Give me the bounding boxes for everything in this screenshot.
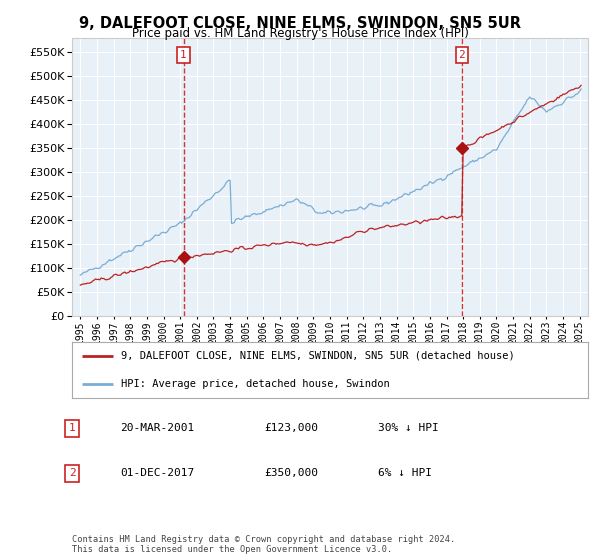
- Text: 2: 2: [68, 468, 76, 478]
- Text: 1: 1: [68, 423, 76, 433]
- Text: Price paid vs. HM Land Registry's House Price Index (HPI): Price paid vs. HM Land Registry's House …: [131, 27, 469, 40]
- Text: 01-DEC-2017: 01-DEC-2017: [120, 468, 194, 478]
- Text: 1: 1: [180, 50, 187, 60]
- Text: 30% ↓ HPI: 30% ↓ HPI: [378, 423, 439, 433]
- Text: 9, DALEFOOT CLOSE, NINE ELMS, SWINDON, SN5 5UR: 9, DALEFOOT CLOSE, NINE ELMS, SWINDON, S…: [79, 16, 521, 31]
- Text: £123,000: £123,000: [264, 423, 318, 433]
- Text: 2: 2: [458, 50, 465, 60]
- Text: 20-MAR-2001: 20-MAR-2001: [120, 423, 194, 433]
- Text: HPI: Average price, detached house, Swindon: HPI: Average price, detached house, Swin…: [121, 379, 390, 389]
- Text: 9, DALEFOOT CLOSE, NINE ELMS, SWINDON, SN5 5UR (detached house): 9, DALEFOOT CLOSE, NINE ELMS, SWINDON, S…: [121, 351, 515, 361]
- Text: Contains HM Land Registry data © Crown copyright and database right 2024.
This d: Contains HM Land Registry data © Crown c…: [72, 535, 455, 554]
- Text: 6% ↓ HPI: 6% ↓ HPI: [378, 468, 432, 478]
- Text: £350,000: £350,000: [264, 468, 318, 478]
